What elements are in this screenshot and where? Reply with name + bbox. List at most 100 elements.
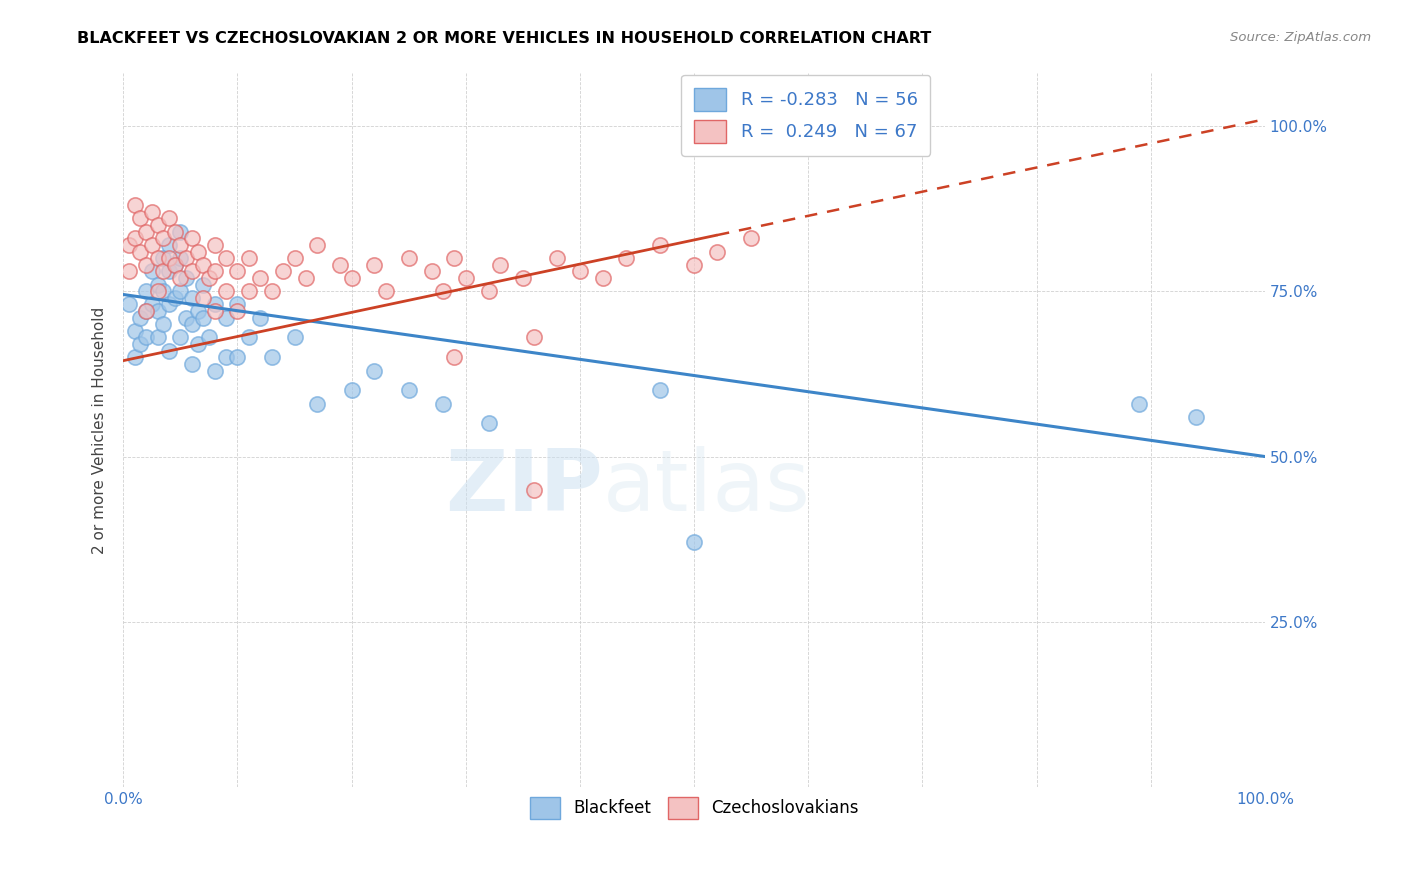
- Point: [363, 363, 385, 377]
- Point: [683, 258, 706, 272]
- Point: [174, 251, 197, 265]
- Point: [443, 251, 465, 265]
- Point: [146, 218, 169, 232]
- Point: [568, 264, 591, 278]
- Point: [157, 238, 180, 252]
- Point: [157, 264, 180, 278]
- Point: [129, 211, 152, 226]
- Point: [198, 330, 221, 344]
- Point: [226, 304, 249, 318]
- Point: [374, 284, 396, 298]
- Point: [238, 284, 260, 298]
- Point: [193, 277, 215, 292]
- Point: [204, 363, 226, 377]
- Point: [614, 251, 637, 265]
- Point: [118, 264, 141, 278]
- Point: [249, 271, 271, 285]
- Point: [146, 251, 169, 265]
- Point: [478, 417, 501, 431]
- Point: [363, 258, 385, 272]
- Point: [180, 318, 202, 332]
- Point: [204, 304, 226, 318]
- Point: [215, 351, 238, 365]
- Point: [398, 251, 420, 265]
- Point: [169, 330, 191, 344]
- Point: [157, 251, 180, 265]
- Point: [454, 271, 477, 285]
- Point: [186, 337, 208, 351]
- Point: [157, 211, 180, 226]
- Point: [204, 297, 226, 311]
- Point: [135, 225, 157, 239]
- Point: [141, 297, 163, 311]
- Point: [307, 238, 329, 252]
- Point: [169, 251, 191, 265]
- Point: [193, 310, 215, 325]
- Point: [260, 351, 283, 365]
- Point: [124, 351, 146, 365]
- Point: [180, 231, 202, 245]
- Point: [174, 310, 197, 325]
- Point: [152, 231, 174, 245]
- Point: [478, 284, 501, 298]
- Point: [215, 284, 238, 298]
- Point: [124, 198, 146, 212]
- Point: [329, 258, 352, 272]
- Point: [238, 251, 260, 265]
- Text: ZIP: ZIP: [446, 446, 603, 529]
- Point: [169, 225, 191, 239]
- Point: [260, 284, 283, 298]
- Point: [198, 271, 221, 285]
- Point: [523, 330, 546, 344]
- Point: [152, 284, 174, 298]
- Point: [340, 384, 363, 398]
- Text: atlas: atlas: [603, 446, 811, 529]
- Point: [283, 330, 305, 344]
- Point: [523, 483, 546, 497]
- Point: [226, 351, 249, 365]
- Point: [489, 258, 512, 272]
- Point: [204, 238, 226, 252]
- Point: [163, 291, 186, 305]
- Point: [740, 231, 762, 245]
- Point: [180, 291, 202, 305]
- Point: [163, 258, 186, 272]
- Point: [146, 284, 169, 298]
- Point: [420, 264, 443, 278]
- Point: [135, 284, 157, 298]
- Point: [398, 384, 420, 398]
- Text: Source: ZipAtlas.com: Source: ZipAtlas.com: [1230, 31, 1371, 45]
- Point: [152, 264, 174, 278]
- Point: [157, 343, 180, 358]
- Point: [238, 330, 260, 344]
- Point: [186, 304, 208, 318]
- Point: [546, 251, 568, 265]
- Point: [226, 264, 249, 278]
- Point: [174, 271, 197, 285]
- Point: [169, 238, 191, 252]
- Point: [271, 264, 294, 278]
- Point: [193, 258, 215, 272]
- Point: [683, 535, 706, 549]
- Point: [432, 284, 454, 298]
- Point: [307, 396, 329, 410]
- Point: [146, 304, 169, 318]
- Point: [186, 244, 208, 259]
- Point: [648, 238, 671, 252]
- Point: [152, 318, 174, 332]
- Text: BLACKFEET VS CZECHOSLOVAKIAN 2 OR MORE VEHICLES IN HOUSEHOLD CORRELATION CHART: BLACKFEET VS CZECHOSLOVAKIAN 2 OR MORE V…: [77, 31, 932, 46]
- Point: [141, 238, 163, 252]
- Point: [135, 330, 157, 344]
- Point: [129, 337, 152, 351]
- Point: [1185, 409, 1208, 424]
- Legend: Blackfeet, Czechoslovakians: Blackfeet, Czechoslovakians: [523, 790, 865, 825]
- Point: [215, 251, 238, 265]
- Point: [706, 244, 728, 259]
- Point: [129, 310, 152, 325]
- Point: [648, 384, 671, 398]
- Point: [152, 251, 174, 265]
- Point: [443, 351, 465, 365]
- Point: [283, 251, 305, 265]
- Point: [135, 304, 157, 318]
- Point: [295, 271, 318, 285]
